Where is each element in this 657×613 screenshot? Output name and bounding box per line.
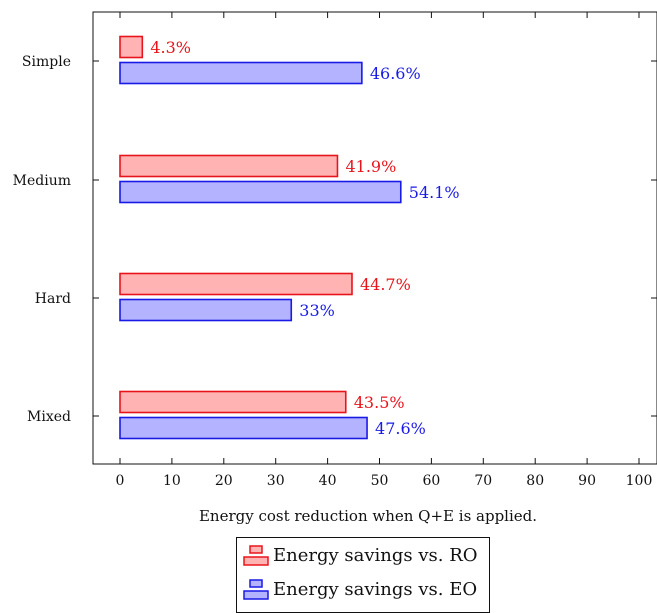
x-tick-label: 50 [371, 473, 389, 489]
bar-ro [119, 390, 347, 414]
x-tick-label: 60 [422, 473, 440, 489]
x-tick-label: 10 [163, 473, 181, 489]
data-label-eo: 33% [299, 301, 335, 320]
x-tick-label: 80 [526, 473, 544, 489]
bar-ro [119, 272, 353, 296]
y-axis-ticks: Simple Medium Hard Mixed [13, 54, 657, 425]
bar-ro [119, 35, 144, 59]
data-label-ro: 4.3% [150, 38, 191, 57]
x-tick-label: 30 [267, 473, 285, 489]
legend-label-eo: Energy savings vs. EO [273, 579, 478, 600]
plot-area-frame [92, 11, 657, 465]
y-tick-label: Hard [35, 291, 71, 307]
data-label-eo: 54.1% [409, 183, 460, 202]
legend-swatch-ro [243, 545, 269, 566]
y-tick-label: Mixed [27, 409, 71, 425]
legend-label-ro: Energy savings vs. RO [273, 545, 478, 566]
x-tick-label: 70 [474, 473, 492, 489]
data-label-ro: 44.7% [360, 275, 411, 294]
x-axis-ticks: 0 10 20 30 40 50 60 70 80 90 100 [116, 12, 653, 489]
bar-eo [119, 298, 293, 322]
data-label-ro: 43.5% [354, 393, 405, 412]
legend-entry-eo: Energy savings vs. EO [243, 576, 487, 604]
bar-eo [119, 416, 368, 440]
x-tick-label: 40 [319, 473, 337, 489]
data-label-eo: 47.6% [375, 419, 426, 438]
bar-eo [119, 61, 363, 85]
x-tick-label: 100 [626, 473, 653, 489]
legend-entry-ro: Energy savings vs. RO [243, 542, 487, 570]
bar-ro [119, 154, 339, 178]
x-axis-label: Energy cost reduction when Q+E is applie… [199, 507, 537, 525]
bars-group [119, 35, 402, 440]
y-tick-label: Simple [22, 54, 71, 70]
bar-eo [119, 180, 402, 204]
y-tick-label: Medium [13, 173, 71, 189]
x-tick-label: 20 [215, 473, 233, 489]
data-labels-group: 4.3% 41.9% 44.7% 43.5% 46.6% 54.1% 33% 47.6% [150, 38, 459, 438]
data-label-eo: 46.6% [370, 64, 421, 83]
x-tick-label: 90 [578, 473, 596, 489]
legend: Energy savings vs. RO Energy savings vs.… [236, 537, 490, 613]
x-tick-label: 0 [116, 473, 125, 489]
legend-swatch-eo [243, 579, 269, 600]
data-label-ro: 41.9% [345, 157, 396, 176]
